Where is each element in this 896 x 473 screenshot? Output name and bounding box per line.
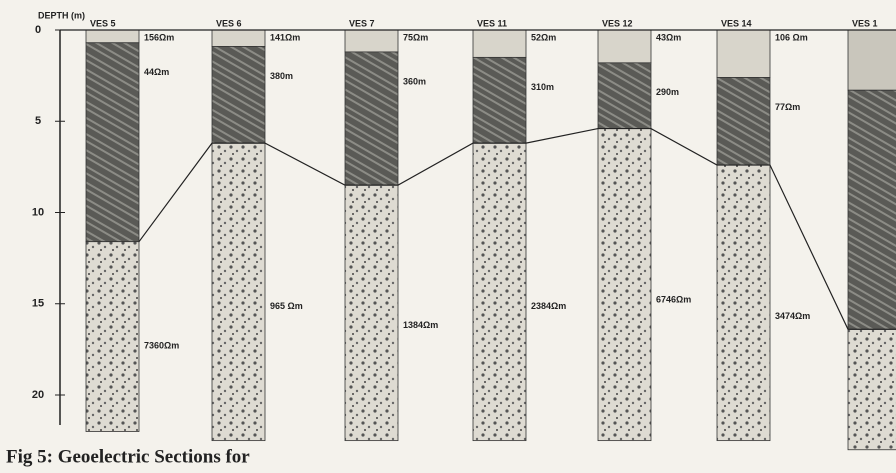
layer [344,29,399,53]
column-name: VES 6 [216,18,242,28]
layer-label: 77Ωm [775,102,800,112]
axis-title: DEPTH (m) [38,10,85,20]
layer [847,89,896,330]
layer-label: 290m [656,87,679,97]
layer [716,29,771,78]
layer [472,56,527,144]
layer-label: 43Ωm [656,32,681,42]
layer [85,29,140,44]
layer-label: 52Ωm [531,32,556,42]
layer [597,29,652,64]
column-name: VES 12 [602,18,633,28]
layer-label: 310m [531,82,554,92]
layer-label: 141Ωm [270,32,300,42]
layer [344,184,399,442]
layer [211,29,266,47]
layer [716,164,771,442]
layer [716,77,771,166]
layer [85,42,140,243]
layer-label: 3474Ωm [775,311,810,321]
tick-label: 15 [32,298,44,310]
layer [211,142,266,442]
layer [211,46,266,144]
layer-label: 1384Ωm [403,320,438,330]
tick-label: 20 [32,389,44,401]
column-name: VES 1 [852,18,878,28]
layer-label: 6746Ωm [656,295,691,305]
layer-label: 360m [403,76,426,86]
layer [472,142,527,442]
layer [597,62,652,129]
layer-label: 75Ωm [403,32,428,42]
layer [597,128,652,442]
layer [85,241,140,432]
tick-label: 0 [35,24,41,36]
layer [847,29,896,91]
caption: Fig 5: Geoelectric Sections for [6,446,250,467]
tick-label: 5 [35,115,41,127]
layer [472,29,527,58]
interface-line [138,127,896,330]
layer-label: 156Ωm [144,32,174,42]
column-name: VES 14 [721,18,752,28]
layer-label: 965 Ωm [270,301,303,311]
layer-label: 106 Ωm [775,32,808,42]
tick-label: 10 [32,206,44,218]
layer-label: 2384Ωm [531,301,566,311]
column-name: VES 7 [349,18,375,28]
layer-label: 380m [270,71,293,81]
layer [344,51,399,186]
column-name: VES 5 [90,18,116,28]
layer [847,328,896,451]
column-name: VES 11 [477,18,507,28]
layer-label: 44Ωm [144,67,169,77]
layer-label: 7360Ωm [144,340,179,350]
